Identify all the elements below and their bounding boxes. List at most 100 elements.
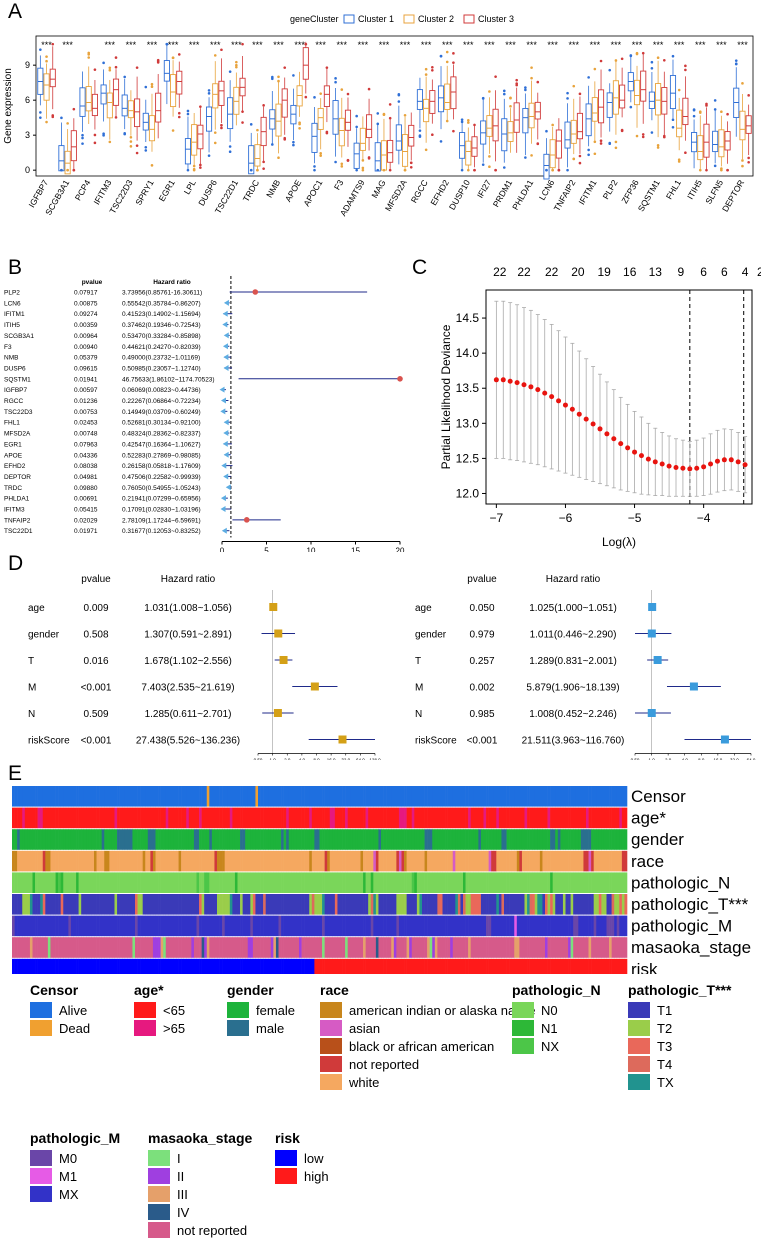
heatmap-cell <box>334 872 338 893</box>
heatmap-cell <box>12 786 15 807</box>
heatmap-cell <box>199 915 202 937</box>
heatmap-cell <box>445 786 448 807</box>
heatmap-cell <box>129 786 133 807</box>
heatmap-cell <box>281 829 284 850</box>
heatmap-cell <box>570 958 574 974</box>
heatmap-cell <box>245 829 249 850</box>
heatmap-cell <box>152 786 156 807</box>
heatmap-cell <box>199 829 202 850</box>
heatmap-cell <box>250 915 254 937</box>
heatmap-cell <box>434 872 438 893</box>
heatmap-cell <box>542 958 546 974</box>
box-body <box>429 90 436 114</box>
heatmap-cell <box>293 937 297 958</box>
heatmap-cell <box>88 850 92 872</box>
heatmap-cell <box>437 807 441 829</box>
box-body <box>669 75 677 110</box>
heatmap-cell <box>45 958 49 974</box>
outlier <box>509 104 512 108</box>
heatmap-cell <box>381 872 384 893</box>
heatmap-cell <box>201 937 205 958</box>
heatmap-cell <box>204 807 208 829</box>
cv-point <box>597 373 603 485</box>
hr-marker <box>221 462 227 469</box>
heatmap-cell <box>327 937 331 958</box>
heatmap-cell <box>127 786 131 807</box>
clinical-heatmap: Censorage*genderracepathologic_Npatholog… <box>12 786 751 974</box>
heatmap-cell <box>219 850 223 872</box>
heatmap-cell <box>281 894 284 915</box>
heatmap-cell <box>457 829 461 850</box>
heatmap-cell <box>465 786 469 807</box>
box-body <box>423 98 430 123</box>
heatmap-cell <box>475 958 479 974</box>
box <box>254 128 261 172</box>
heatmap-cell <box>391 807 395 829</box>
outlier <box>403 113 407 117</box>
heatmap-cell <box>181 807 184 829</box>
heatmap-cell <box>222 894 225 915</box>
heatmap-cell <box>117 958 120 974</box>
heatmap-cell <box>511 894 515 915</box>
gene-label: TRDC <box>4 485 22 492</box>
heatmap-cell <box>411 829 415 850</box>
heatmap-cell <box>232 786 236 807</box>
heatmap-cell <box>529 807 533 829</box>
hr-text: 0.22267(0.06864~0.72234) <box>122 398 201 405</box>
heatmap-cell <box>227 958 231 974</box>
heatmap-cell <box>35 958 38 974</box>
heatmap-cell <box>63 850 67 872</box>
heatmap-cell <box>163 937 167 958</box>
heatmap-cell <box>562 850 566 872</box>
heatmap-cell <box>588 872 592 893</box>
heatmap-cell <box>340 915 343 937</box>
heatmap-cell <box>416 958 420 974</box>
heatmap-cell <box>12 807 15 829</box>
legend-swatch <box>320 1038 342 1054</box>
legend-label: M0 <box>59 1150 78 1166</box>
heatmap-cell <box>201 807 205 829</box>
outlier <box>108 140 112 144</box>
heatmap-cell <box>217 829 220 850</box>
heatmap-cell <box>493 872 497 893</box>
heatmap-cell <box>165 786 169 807</box>
heatmap-cell <box>396 937 400 958</box>
heatmap-cell <box>463 958 466 974</box>
box <box>366 87 373 160</box>
heatmap-cell <box>176 850 179 872</box>
heatmap-cell <box>493 937 497 958</box>
cv-dot <box>625 445 631 451</box>
heatmap-cell <box>347 872 351 893</box>
heatmap-cell <box>457 807 461 829</box>
legend-label: II <box>177 1168 185 1184</box>
heatmap-cell <box>586 915 589 937</box>
outlier <box>313 168 316 172</box>
heatmap-cell <box>442 872 446 893</box>
legend-swatch <box>148 1222 170 1238</box>
heatmap-cell <box>117 850 120 872</box>
variable-label: M <box>415 683 423 694</box>
heatmap-cell <box>545 958 548 974</box>
heatmap-cell <box>291 915 295 937</box>
heatmap-cell <box>127 915 131 937</box>
legend-label: Cluster 3 <box>478 14 514 24</box>
significance-label: *** <box>210 40 221 50</box>
heatmap-cell <box>322 807 325 829</box>
heatmap-cell <box>583 829 587 850</box>
heatmap-cell <box>496 786 500 807</box>
pvalue-text: 0.01236 <box>74 398 98 405</box>
heatmap-cell <box>347 829 351 850</box>
heatmap-cell <box>329 850 333 872</box>
heatmap-cell <box>150 958 154 974</box>
forest-row: F3 0.00940 0.44621(0.24270~0.82039) <box>4 343 230 351</box>
outlier <box>150 85 154 89</box>
heatmap-cell <box>337 872 341 893</box>
heatmap-cell <box>265 807 269 829</box>
heatmap-cell <box>176 937 179 958</box>
heatmap-cell <box>35 850 38 872</box>
heatmap-cell <box>480 850 484 872</box>
heatmap-cell <box>416 786 420 807</box>
heatmap-cell <box>111 850 115 872</box>
heatmap-cell <box>111 937 115 958</box>
heatmap-cell <box>414 786 418 807</box>
